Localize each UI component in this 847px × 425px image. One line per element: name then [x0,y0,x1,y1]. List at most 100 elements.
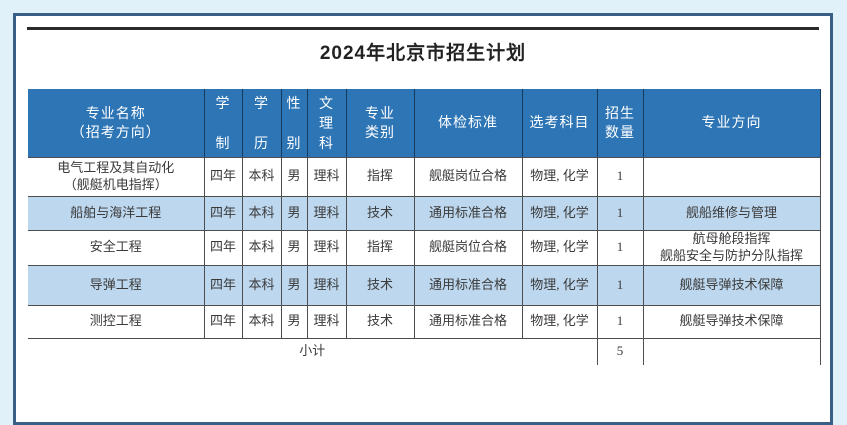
cell-line: （舰艇机电指挥） [63,176,168,192]
col-header-subjects: 选考科目 [522,89,598,158]
table-row: 船舶与海洋工程 四年 本科男理科 技术 通用标准合格 物理, 化学 1 舰船维修与管理 [28,196,821,231]
cell-subjects: 物理, 化学 [522,305,598,339]
cell-degree: 本科 [242,196,282,231]
col-header-physical: 体检标准 [414,89,523,158]
cell-line: 舰艇导弹技术保障 [679,276,784,292]
header-label: 理 [319,114,334,131]
header-label: 制 [215,134,231,151]
header-label: 专业 [365,104,395,121]
cell-category: 指挥 [346,230,415,266]
subtotal-label: 小计 [28,338,598,365]
header-label: 性 [286,94,302,111]
cell-degree: 本科 [242,157,282,197]
cell-subjects: 物理, 化学 [522,157,598,197]
cell-category: 指挥 [346,157,415,197]
subtotal-row: 小计 5 [28,338,821,365]
cell-track: 理科 [307,305,347,339]
cell-track: 理科 [307,196,347,231]
col-header-direction: 专业方向 [643,89,821,158]
table-header: 专业名称 （招考方向）学制学历性别文理科专业 类别 体检标准 选考科目 招生 数量 专业方向 [28,89,821,158]
cell-line: 舰艇导弹技术保障 [679,313,784,329]
table-row: 电气工程及其自动化 （舰艇机电指挥） 四年 本科男理科 指挥 舰艇岗位合格 物理, 化学 1 [28,157,821,197]
cell-physical: 舰艇岗位合格 [414,157,523,197]
header-label: 专业方向 [701,114,762,131]
cell-subjects: 物理, 化学 [522,196,598,231]
cell-name: 导弹工程 [28,265,205,306]
header-label: 类别 [365,123,395,140]
cell-duration: 四年 [204,265,243,306]
col-header-name: 专业名称 （招考方向） [28,89,205,158]
header-row: 专业名称 （招考方向）学制学历性别文理科专业 类别 体检标准 选考科目 招生 数量 专业方向 [28,89,821,158]
cell-name: 测控工程 [28,305,205,339]
cell-degree: 本科 [242,230,282,266]
cell-duration: 四年 [204,305,243,339]
subtotal-direction [643,338,821,365]
cell-track: 理科 [307,157,347,197]
cell-line: 航母舱段指挥 [692,230,771,246]
subtotal-count: 5 [597,338,644,365]
table-row: 测控工程 四年 本科男理科 技术 通用标准合格 物理, 化学 1 舰艇导弹技术保障 [28,305,821,339]
cell-duration: 四年 [204,196,243,231]
cell-line: 安全工程 [89,239,142,255]
header-label: 体检标准 [438,114,498,131]
header-label: 文 [319,94,334,111]
table-row: 导弹工程 四年 本科男理科 技术 通用标准合格 物理, 化学 1 舰艇导弹技术保障 [28,265,821,306]
cell-category: 技术 [346,305,415,339]
header-label: 学 [215,94,231,111]
cell-direction: 舰船维修与管理 [643,196,821,231]
cell-count: 1 [597,265,644,306]
cell-gender: 男 [281,305,308,339]
cell-gender: 男 [281,230,308,266]
col-header-category: 专业 类别 [346,89,415,158]
cell-direction [643,157,821,197]
cell-gender: 男 [281,196,308,231]
header-label: 学 [254,94,269,111]
cell-line: 电气工程及其自动化 [57,159,175,175]
cell-track: 理科 [307,265,347,306]
table-row: 安全工程 四年 本科男理科 指挥 舰艇岗位合格 物理, 化学 1 航母舱段指挥 舰船安全与防护分… [28,230,821,266]
cell-subjects: 物理, 化学 [522,230,598,266]
cell-track: 理科 [307,230,347,266]
cell-count: 1 [597,157,644,197]
cell-name: 安全工程 [28,230,205,266]
content-panel: 2024年北京市招生计划 专业名称 （招考方向）学制学历性别文理科专业 类别 体检标准… [13,13,833,425]
header-label: 数量 [605,123,635,140]
header-label: 科 [319,134,334,151]
col-header-degree: 学历 [242,89,282,158]
cell-name: 电气工程及其自动化 （舰艇机电指挥） [28,157,205,197]
cell-count: 1 [597,305,644,339]
header-label: （招考方向） [70,123,161,140]
cell-direction: 航母舱段指挥 舰船安全与防护分队指挥 [643,230,821,266]
cell-physical: 通用标准合格 [414,196,523,231]
cell-line: 测控工程 [89,313,142,329]
header-label: 招生 [605,104,635,121]
cell-direction: 舰艇导弹技术保障 [643,265,821,306]
table-body: 电气工程及其自动化 （舰艇机电指挥） 四年 本科男理科 指挥 舰艇岗位合格 物理, 化学 1 船… [28,157,821,365]
header-label: 专业名称 [85,104,146,121]
top-rule [27,27,819,30]
header-label: 选考科目 [529,114,590,131]
cell-degree: 本科 [242,305,282,339]
cell-physical: 舰艇岗位合格 [414,230,523,266]
cell-degree: 本科 [242,265,282,306]
header-label: 别 [286,134,302,151]
cell-name: 船舶与海洋工程 [28,196,205,231]
page-background: { "page": { "title": "2024年北京市招生计划" }, "… [13,13,833,425]
cell-category: 技术 [346,265,415,306]
cell-duration: 四年 [204,230,243,266]
col-header-duration: 学制 [204,89,243,158]
page-title: 2024年北京市招生计划 [319,43,527,64]
col-header-gender: 性别 [281,89,308,158]
cell-line: 船舶与海洋工程 [70,204,162,220]
cell-direction: 舰艇导弹技术保障 [643,305,821,339]
header-label: 历 [254,134,269,151]
cell-count: 1 [597,196,644,231]
cell-count: 1 [597,230,644,266]
cell-gender: 男 [281,265,308,306]
col-header-count: 招生 数量 [597,89,644,158]
cell-line: 舰船安全与防护分队指挥 [659,247,803,263]
admission-plan-table: 专业名称 （招考方向）学制学历性别文理科专业 类别 体检标准 选考科目 招生 数量 专业方向 … [28,89,821,365]
cell-duration: 四年 [204,157,243,197]
cell-gender: 男 [281,157,308,197]
col-header-track: 文理科 [307,89,347,158]
